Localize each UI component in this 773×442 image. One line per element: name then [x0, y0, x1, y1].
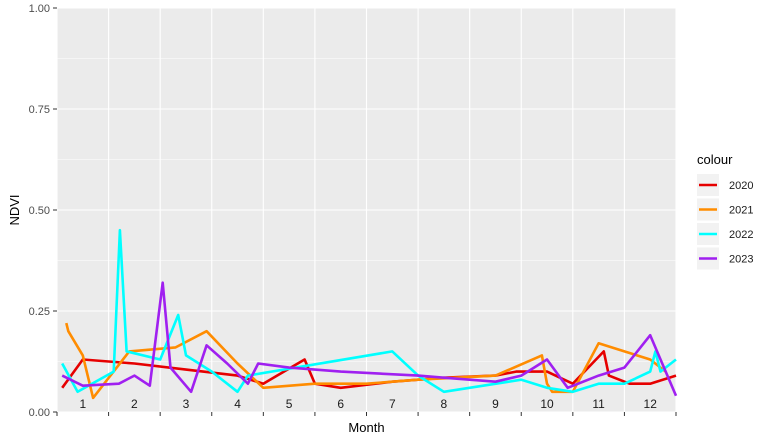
y-tick-label: 0.00 — [29, 407, 50, 419]
x-axis-ticks — [56, 412, 677, 416]
month-label: 12 — [644, 397, 658, 411]
month-label: 4 — [234, 397, 241, 411]
month-labels: 1 2 3 4 5 6 7 8 9 10 11 12 — [79, 397, 657, 411]
y-axis-ticks: 0.00 0.25 0.50 0.75 1.00 — [29, 3, 57, 419]
month-label: 5 — [286, 397, 293, 411]
legend-title: colour — [697, 152, 733, 167]
month-label: 7 — [389, 397, 396, 411]
series-line-2023 — [61, 281, 678, 397]
y-tick-label: 0.25 — [29, 306, 50, 318]
legend-label: 2022 — [729, 229, 753, 241]
month-label: 6 — [337, 397, 344, 411]
month-label: 3 — [183, 397, 190, 411]
y-tick-label: 1.00 — [29, 3, 50, 15]
y-tick-label: 0.75 — [29, 104, 50, 116]
month-label: 11 — [592, 397, 605, 411]
series-line-2021 — [65, 322, 667, 400]
y-tick-label: 0.50 — [29, 205, 50, 217]
month-label: 9 — [492, 397, 499, 411]
legend-label: 2021 — [729, 205, 753, 217]
y-axis-title: NDVI — [7, 194, 22, 225]
month-label: 1 — [79, 397, 86, 411]
month-label: 8 — [441, 397, 448, 411]
legend-label: 2020 — [729, 180, 753, 192]
series-line-2022 — [61, 228, 677, 394]
month-label: 2 — [131, 397, 138, 411]
month-label: 10 — [540, 397, 554, 411]
legend-label: 2023 — [729, 254, 753, 266]
legend: colour 2020 2021 2022 2023 — [697, 152, 753, 270]
series-lines — [61, 228, 678, 400]
x-axis-title: Month — [348, 420, 384, 435]
